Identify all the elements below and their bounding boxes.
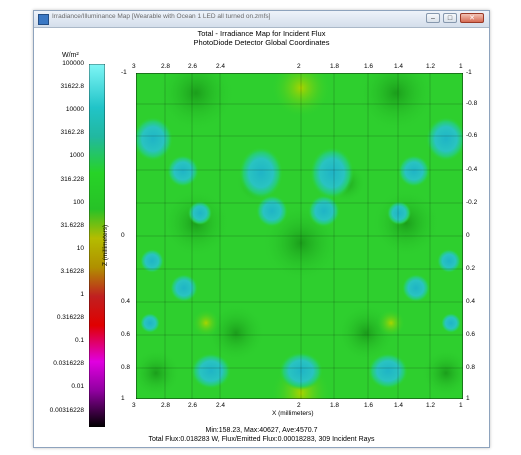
x-tick-label: 2.4 — [216, 63, 226, 70]
colorbar-tick-label: 0.1 — [74, 337, 84, 345]
irradiance-spot — [191, 353, 231, 389]
z-tick-label-right: 1 — [466, 395, 470, 402]
z-tick-label-left: 1 — [121, 395, 125, 402]
z-tick-label-left: -1 — [121, 69, 127, 76]
z-tick-label-right: -0.8 — [466, 100, 478, 107]
irradiance-spot — [239, 147, 283, 199]
z-tick-label-right: -0.2 — [466, 199, 478, 206]
plot-subtitle: PhotoDiode Detector Global Coordinates — [193, 38, 330, 47]
x-tick-label: 1.2 — [426, 63, 436, 70]
x-tick-label: 2.8 — [161, 402, 171, 409]
x-tick-label: 2.6 — [188, 402, 198, 409]
x-tick-label: 1.8 — [330, 63, 340, 70]
irradiance-map — [136, 73, 463, 399]
irradiance-spot — [188, 201, 212, 225]
colorbar-tick-label: 100 — [73, 198, 84, 206]
colorbar-tick-label: 31622.8 — [60, 83, 85, 91]
irradiance-spot — [136, 117, 173, 161]
colorbar-tick-label: 0.00316228 — [49, 406, 84, 414]
x-tick-label: 3 — [132, 402, 136, 409]
window-title: Irradiance/Illuminance Map [Wearable wit… — [52, 13, 271, 20]
close-button[interactable]: ✕ — [460, 13, 484, 23]
z-tick-label-left: 0 — [121, 232, 125, 239]
irradiance-spot — [368, 353, 408, 389]
x-tick-label: 3 — [132, 63, 136, 70]
plot-title: Total - Irradiance Map for Incident Flux — [197, 29, 326, 38]
x-tick-label: 1.4 — [394, 63, 404, 70]
irradiance-map-window: Irradiance/Illuminance Map [Wearable wit… — [33, 10, 490, 448]
x-tick-label: 1.2 — [426, 402, 436, 409]
colorbar-tick-label: 1 — [80, 291, 84, 298]
colorbar-unit: W/m² — [62, 52, 79, 59]
z-tick-label-right: -0.6 — [466, 132, 478, 139]
maximize-button[interactable]: □ — [443, 13, 457, 23]
colorbar-tick-label: 10 — [76, 244, 84, 252]
irradiance-spot — [170, 274, 198, 302]
irradiance-spot — [167, 155, 199, 187]
z-tick-label-left: 0.6 — [121, 331, 131, 338]
irradiance-spot — [308, 195, 340, 227]
intensity-patch — [371, 188, 441, 258]
irradiance-spot — [256, 195, 288, 227]
colorbar-tick-label: 0.316228 — [56, 314, 84, 322]
colorbar-tick-label: 10000 — [65, 106, 84, 114]
irradiance-spot — [310, 147, 354, 199]
colorbar-tick-label: 3.16228 — [60, 267, 85, 275]
colorbar-tick-label: 100000 — [62, 60, 84, 67]
z-tick-label-right: -0.4 — [466, 166, 478, 173]
x-tick-label: 2.8 — [161, 63, 171, 70]
z-tick-label-right: 0.4 — [466, 298, 476, 305]
x-tick-label: 2.6 — [188, 63, 198, 70]
x-tick-label: 1 — [459, 402, 463, 409]
intensity-patch — [356, 73, 436, 133]
x-tick-label: 1.4 — [394, 402, 404, 409]
z-tick-label-right: 0.2 — [466, 265, 476, 272]
x-axis-label: X (millimeters) — [272, 410, 314, 417]
x-tick-label: 2 — [297, 63, 301, 70]
colorbar-tick-label: 3162.28 — [60, 129, 85, 137]
irradiance-spot — [426, 117, 463, 161]
irradiance-spot — [387, 201, 411, 225]
intensity-patch — [192, 309, 220, 337]
title-bar[interactable]: Irradiance/Illuminance Map [Wearable wit… — [34, 11, 489, 28]
z-tick-label-right: 0.8 — [466, 364, 476, 371]
z-tick-label-left: 0.4 — [121, 298, 131, 305]
colorbar — [89, 64, 105, 427]
z-axis-label: Z (millimeters) — [102, 224, 109, 266]
x-tick-label: 1.8 — [330, 402, 340, 409]
colorbar-tick-label: 1000 — [69, 152, 84, 160]
x-tick-label: 1 — [459, 63, 463, 70]
intensity-patch — [136, 348, 181, 398]
intensity-patch — [421, 348, 463, 398]
irradiance-spot — [402, 274, 430, 302]
irradiance-spot — [279, 352, 323, 390]
z-tick-label-right: -1 — [466, 69, 472, 76]
minimize-button[interactable]: – — [426, 13, 440, 23]
x-tick-label: 2.4 — [216, 402, 226, 409]
intensity-patch — [377, 309, 405, 337]
irradiance-spot — [140, 313, 160, 333]
irradiance-spot — [140, 249, 164, 273]
x-tick-label: 1.6 — [364, 402, 374, 409]
z-tick-label-left: 0.8 — [121, 364, 131, 371]
z-tick-label-right: 0 — [466, 232, 470, 239]
x-tick-label: 2 — [297, 402, 301, 409]
irradiance-spot — [398, 155, 430, 187]
intensity-patch — [206, 303, 266, 363]
irradiance-spot — [437, 249, 461, 273]
colorbar-tick-label: 0.0316228 — [53, 360, 84, 368]
x-tick-label: 1.6 — [364, 63, 374, 70]
z-tick-label-right: 0.6 — [466, 331, 476, 338]
app-icon — [38, 14, 49, 25]
colorbar-tick-label: 316.228 — [60, 175, 85, 183]
intensity-patch — [156, 73, 236, 133]
colorbar-tick-label: 31.6228 — [60, 221, 85, 229]
stats-text: Min:158.23, Max:40627, Ave:4570.7 — [205, 427, 318, 434]
colorbar-tick-label: 0.01 — [71, 383, 84, 391]
flux-text: Total Flux:0.018283 W, Flux/Emitted Flux… — [148, 436, 375, 443]
intensity-patch — [271, 73, 331, 118]
irradiance-spot — [441, 313, 461, 333]
